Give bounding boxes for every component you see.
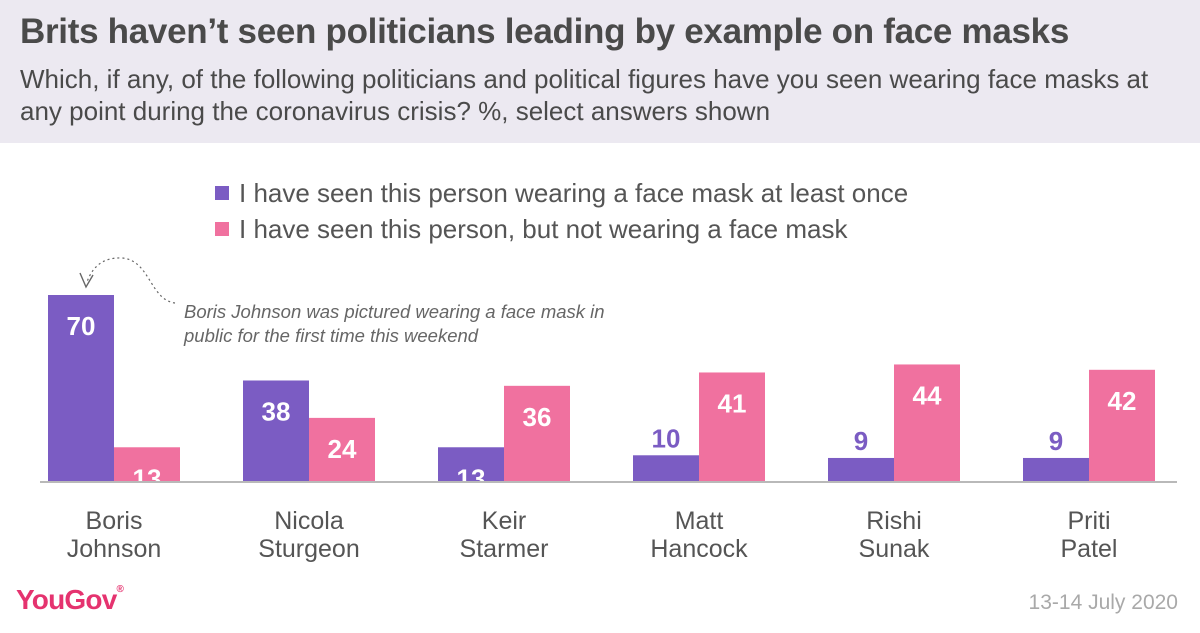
bar-1-2 (504, 385, 570, 482)
bar-1-5 (1089, 369, 1155, 482)
yougov-logo-text: YouGov (16, 584, 117, 615)
bar-0-1 (243, 380, 309, 482)
yougov-logo: YouGov® (16, 584, 124, 616)
category-label: Starmer (460, 535, 549, 563)
bar-1-4 (894, 364, 960, 482)
category-label: Sturgeon (258, 535, 359, 563)
category-label: Keir (482, 507, 526, 535)
bar-1-3 (699, 372, 765, 482)
bar-1-0 (114, 447, 180, 482)
survey-date: 13-14 July 2020 (1028, 591, 1178, 614)
legend: I have seen this person wearing a face m… (215, 175, 908, 247)
category-label: Sunak (859, 535, 930, 563)
bar-0-0 (48, 295, 114, 482)
legend-label-seen-wearing: I have seen this person wearing a face m… (239, 177, 909, 208)
category-label: Hancock (650, 535, 748, 563)
bar-value-label: 9 (1049, 426, 1063, 456)
annotation-arrowhead (79, 272, 94, 289)
legend-label-seen-not-wearing: I have seen this person, but not wearing… (239, 213, 848, 244)
annotation-text: public for the first time this weekend (183, 325, 479, 346)
chart-title: Brits haven’t seen politicians leading b… (20, 12, 1069, 51)
category-label: Johnson (67, 535, 162, 563)
category-label: Priti (1067, 507, 1110, 535)
category-label: Matt (675, 507, 724, 535)
legend-swatch-seen-not-wearing (215, 222, 229, 236)
annotation-text: Boris Johnson was pictured wearing a fac… (184, 301, 605, 322)
bar-value-label: 44 (913, 380, 942, 410)
bar-value-label: 9 (854, 426, 868, 456)
bar-value-label: 36 (523, 402, 552, 432)
legend-item-seen-not-wearing: I have seen this person, but not wearing… (215, 211, 908, 247)
bar-value-label: 70 (67, 311, 96, 341)
bar-0-5 (1023, 457, 1089, 482)
bar-value-label: 42 (1108, 386, 1137, 416)
bar-0-3 (633, 455, 699, 482)
legend-swatch-seen-wearing (215, 186, 229, 200)
legend-item-seen-wearing: I have seen this person wearing a face m… (215, 175, 908, 211)
category-label: Boris (86, 507, 143, 535)
category-label: Patel (1061, 535, 1118, 563)
bar-0-2 (438, 447, 504, 482)
header-band: Brits haven’t seen politicians leading b… (0, 0, 1200, 143)
category-label: Rishi (866, 507, 922, 535)
category-label: Nicola (274, 507, 344, 535)
bar-value-label: 10 (652, 423, 681, 453)
bar-value-label: 13 (457, 463, 486, 493)
bar-1-1 (309, 417, 375, 482)
bar-0-4 (828, 457, 894, 482)
bar-value-label: 41 (718, 388, 747, 418)
bar-value-label: 24 (328, 434, 357, 464)
chart-subtitle: Which, if any, of the following politici… (20, 64, 1149, 126)
bar-value-label: 13 (133, 463, 162, 493)
logo-registered-mark: ® (116, 584, 124, 595)
bar-value-label: 38 (262, 396, 291, 426)
